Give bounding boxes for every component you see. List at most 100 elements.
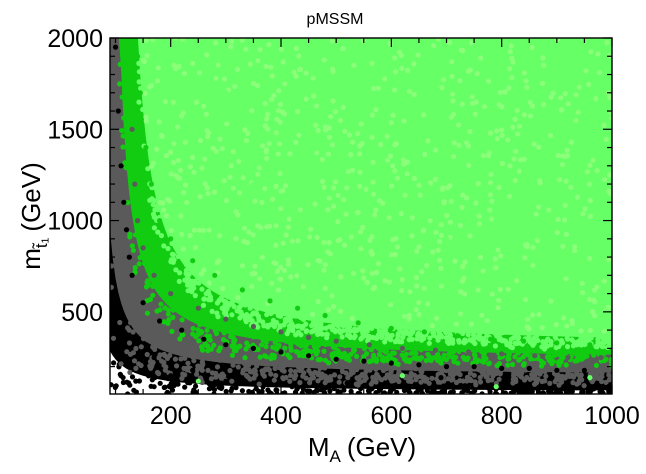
point-bright-green bbox=[283, 319, 289, 325]
point-highlight bbox=[281, 267, 287, 274]
point-black bbox=[260, 384, 266, 390]
point-highlight bbox=[557, 177, 563, 183]
point-bright-green bbox=[400, 334, 406, 340]
point-highlight bbox=[411, 175, 417, 182]
point-highlight bbox=[462, 259, 468, 265]
point-green bbox=[120, 133, 126, 139]
point-highlight bbox=[386, 215, 392, 221]
point-highlight bbox=[411, 91, 417, 97]
point-highlight bbox=[221, 76, 228, 82]
point-highlight bbox=[273, 223, 279, 229]
point-series-3 bbox=[499, 272, 505, 278]
point-highlight bbox=[387, 153, 394, 159]
point-bright-green bbox=[270, 317, 276, 324]
point-series-2 bbox=[148, 181, 154, 187]
point-series-0 bbox=[118, 373, 124, 379]
point-gray bbox=[368, 381, 374, 387]
point-bright-green bbox=[224, 306, 230, 312]
point-gray bbox=[379, 365, 386, 372]
point-bright-green bbox=[481, 341, 487, 347]
point-black bbox=[579, 389, 585, 394]
point-highlight bbox=[327, 251, 333, 257]
point-series-0 bbox=[250, 345, 256, 351]
point-green bbox=[274, 346, 280, 352]
point-gray bbox=[242, 361, 248, 367]
point-gray bbox=[235, 364, 241, 370]
point-gray bbox=[354, 367, 360, 373]
point-bright-green bbox=[513, 341, 519, 347]
point-highlight bbox=[572, 248, 578, 254]
point-gray bbox=[471, 372, 477, 378]
point-black bbox=[129, 374, 136, 380]
point-highlight bbox=[150, 38, 156, 43]
point-gray bbox=[227, 367, 233, 374]
point-highlight bbox=[388, 120, 394, 126]
point-bright-green bbox=[403, 330, 409, 336]
point-highlight bbox=[540, 80, 546, 86]
point-green bbox=[521, 361, 527, 367]
point-highlight bbox=[606, 188, 612, 194]
point-bright-green bbox=[300, 316, 307, 322]
point-series-0 bbox=[388, 360, 394, 366]
point-highlight bbox=[370, 179, 376, 185]
point-highlight bbox=[464, 195, 470, 201]
point-bright-green bbox=[595, 341, 601, 347]
point-gray bbox=[337, 374, 343, 380]
point-gray bbox=[599, 370, 605, 376]
point-highlight bbox=[392, 251, 398, 258]
point-green bbox=[282, 345, 288, 351]
point-series-3 bbox=[250, 181, 256, 187]
point-gray bbox=[261, 373, 267, 379]
point-highlight bbox=[156, 119, 162, 125]
point-highlight bbox=[236, 158, 242, 164]
point-highlight bbox=[469, 94, 475, 100]
point-bright-green bbox=[176, 278, 182, 284]
point-series-2 bbox=[421, 329, 427, 335]
point-gray bbox=[130, 350, 136, 356]
point-bright-green bbox=[226, 301, 232, 307]
point-highlight bbox=[475, 181, 481, 187]
point-black bbox=[565, 389, 571, 394]
point-bright-green bbox=[534, 332, 540, 339]
point-highlight bbox=[562, 202, 568, 208]
point-highlight bbox=[475, 287, 481, 293]
point-highlight bbox=[602, 177, 608, 183]
point-highlight bbox=[411, 61, 417, 67]
point-highlight bbox=[536, 311, 542, 318]
point-green bbox=[517, 356, 523, 362]
point-green bbox=[196, 338, 202, 344]
point-bright-green bbox=[492, 343, 498, 349]
point-bright-green bbox=[247, 305, 253, 311]
point-highlight bbox=[460, 264, 466, 270]
point-highlight bbox=[314, 150, 320, 156]
point-highlight bbox=[436, 257, 443, 263]
point-highlight bbox=[204, 52, 210, 58]
point-bright-green bbox=[238, 302, 244, 308]
point-highlight bbox=[441, 199, 447, 205]
point-highlight bbox=[576, 84, 582, 90]
point-green bbox=[556, 359, 563, 365]
point-highlight bbox=[468, 40, 474, 46]
point-green bbox=[593, 362, 600, 368]
point-black bbox=[431, 386, 437, 392]
point-gray bbox=[511, 371, 517, 377]
point-highlight bbox=[537, 178, 543, 184]
point-highlight bbox=[247, 61, 253, 67]
point-bright-green bbox=[340, 323, 346, 329]
point-highlight bbox=[497, 89, 503, 96]
point-highlight bbox=[252, 271, 258, 277]
point-highlight bbox=[487, 130, 493, 136]
point-highlight bbox=[601, 278, 608, 284]
point-highlight bbox=[460, 192, 466, 198]
point-black bbox=[327, 388, 333, 394]
point-series-0 bbox=[157, 318, 163, 324]
point-green bbox=[303, 344, 309, 350]
point-series-3 bbox=[333, 163, 339, 169]
point-highlight bbox=[317, 258, 323, 264]
point-green bbox=[169, 328, 175, 334]
point-gray bbox=[148, 365, 154, 371]
point-green bbox=[591, 352, 597, 358]
point-black bbox=[541, 390, 547, 394]
point-bright-green bbox=[499, 338, 505, 344]
point-bright-green bbox=[600, 341, 606, 348]
